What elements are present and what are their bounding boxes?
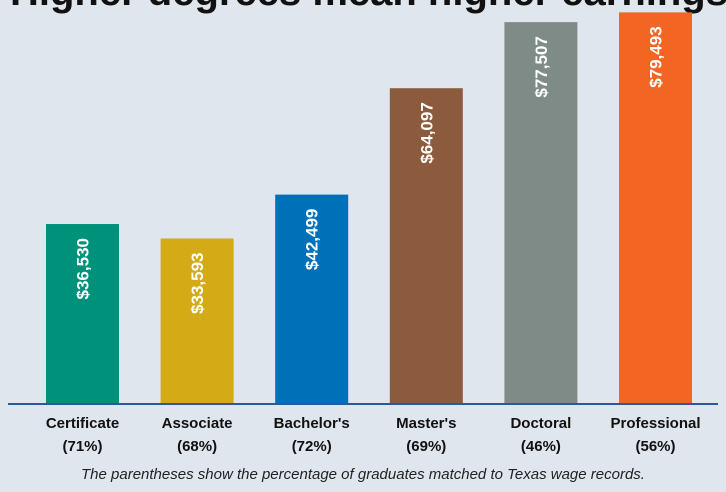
bar-6 (619, 12, 692, 404)
bar-3 (275, 194, 349, 404)
bar-1 (46, 224, 119, 404)
bar-4 (389, 88, 463, 405)
match-percent-label: (68%) (177, 438, 217, 455)
x-tick-label: Master's (396, 415, 456, 432)
chart-footnote: The parentheses show the percentage of g… (81, 466, 645, 483)
bar-value-label: $79,493 (647, 26, 666, 87)
x-tick-label: Associate (162, 415, 233, 432)
x-tick-label: Doctoral (510, 415, 571, 432)
bar-value-label: $33,593 (188, 252, 207, 313)
bar-value-label: $36,530 (74, 238, 93, 299)
bar-5 (504, 22, 578, 405)
x-tick-label: Certificate (46, 415, 119, 432)
x-tick-label: Bachelor's (274, 415, 350, 432)
bar-value-label: $42,499 (303, 209, 322, 270)
match-percent-label: (69%) (406, 438, 446, 455)
x-tick-label: Professional (610, 415, 700, 432)
bar-2 (160, 238, 234, 404)
match-percent-label: (72%) (292, 438, 332, 455)
bar-value-label: $64,097 (417, 102, 436, 163)
match-percent-label: (56%) (635, 438, 675, 455)
match-percent-label: (46%) (521, 438, 561, 455)
bar-value-label: $77,507 (532, 36, 551, 97)
match-percent-label: (71%) (62, 438, 102, 455)
chart-title: Higher degrees mean higher earnings (10, 0, 726, 15)
